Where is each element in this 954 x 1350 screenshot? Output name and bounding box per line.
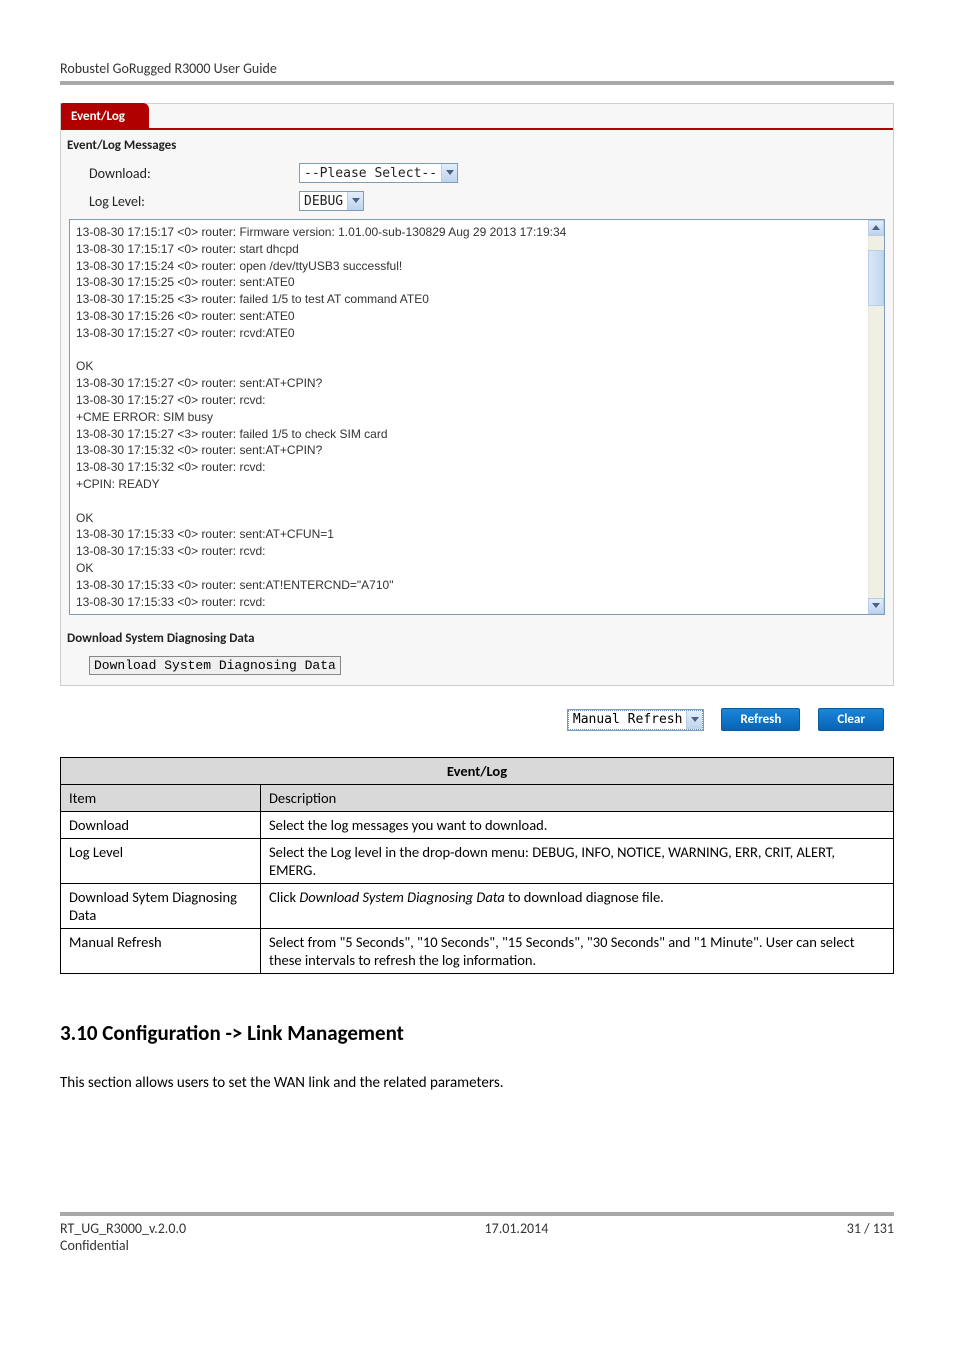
section-heading: 3.10 Configuration -> Link Management <box>60 1020 894 1046</box>
table-row: Download Select the log messages you wan… <box>61 812 894 839</box>
chevron-down-icon <box>441 164 457 182</box>
event-log-panel: Event/Log Event/Log Messages Download: -… <box>60 103 894 686</box>
scroll-up-icon[interactable] <box>868 220 884 236</box>
cell-desc: Select the log messages you want to down… <box>261 812 894 839</box>
table-row: Manual Refresh Select from "5 Seconds", … <box>61 929 894 974</box>
download-section-title: Download System Diagnosing Data <box>61 623 893 652</box>
chevron-down-icon <box>347 192 363 210</box>
tab-event-log[interactable]: Event/Log <box>61 103 149 129</box>
page-footer: RT_UG_R3000_v.2.0.0 Confidential 17.01.2… <box>60 1212 894 1254</box>
download-diagnosing-button[interactable]: Download System Diagnosing Data <box>89 656 341 675</box>
section-paragraph: This section allows users to set the WAN… <box>60 1074 894 1092</box>
download-select[interactable]: --Please Select-- <box>299 163 458 183</box>
footer-page: 31 / 131 <box>847 1220 894 1254</box>
col-header-item: Item <box>61 785 261 812</box>
cell-desc: Click Download System Diagnosing Data to… <box>261 884 894 929</box>
loglevel-select[interactable]: DEBUG <box>299 191 364 211</box>
cell-desc: Select the Log level in the drop-down me… <box>261 839 894 884</box>
download-label: Download: <box>89 165 299 182</box>
tab-row: Event/Log <box>61 104 893 130</box>
cell-item: Download Sytem Diagnosing Data <box>61 884 261 929</box>
footer-doc-id: RT_UG_R3000_v.2.0.0 <box>60 1220 186 1237</box>
messages-title: Event/Log Messages <box>61 130 893 159</box>
loglevel-select-value: DEBUG <box>300 194 347 209</box>
col-header-desc: Description <box>261 785 894 812</box>
scroll-down-icon[interactable] <box>868 598 884 614</box>
clear-button[interactable]: Clear <box>818 708 884 731</box>
log-textarea[interactable]: 13-08-30 17:15:17 <0> router: Firmware v… <box>69 219 885 615</box>
description-table: Event/Log Item Description Download Sele… <box>60 757 894 974</box>
scroll-thumb[interactable] <box>868 250 884 306</box>
table-row: Log Level Select the Log level in the dr… <box>61 839 894 884</box>
action-row: Manual Refresh Refresh Clear <box>60 686 894 731</box>
refresh-select-value: Manual Refresh <box>569 712 687 727</box>
cell-item: Log Level <box>61 839 261 884</box>
loglevel-label: Log Level: <box>89 193 299 210</box>
footer-confidential: Confidential <box>60 1237 186 1254</box>
refresh-interval-select[interactable]: Manual Refresh <box>568 710 704 730</box>
footer-date: 17.01.2014 <box>485 1220 549 1254</box>
table-title: Event/Log <box>61 758 894 785</box>
cell-item: Download <box>61 812 261 839</box>
page-header: Robustel GoRugged R3000 User Guide <box>60 60 894 85</box>
table-row: Download Sytem Diagnosing Data Click Dow… <box>61 884 894 929</box>
cell-item: Manual Refresh <box>61 929 261 974</box>
scrollbar[interactable] <box>868 220 884 614</box>
download-select-value: --Please Select-- <box>300 166 441 181</box>
log-content: 13-08-30 17:15:17 <0> router: Firmware v… <box>70 220 884 614</box>
cell-desc: Select from "5 Seconds", "10 Seconds", "… <box>261 929 894 974</box>
refresh-button[interactable]: Refresh <box>721 708 800 731</box>
chevron-down-icon <box>686 711 702 729</box>
